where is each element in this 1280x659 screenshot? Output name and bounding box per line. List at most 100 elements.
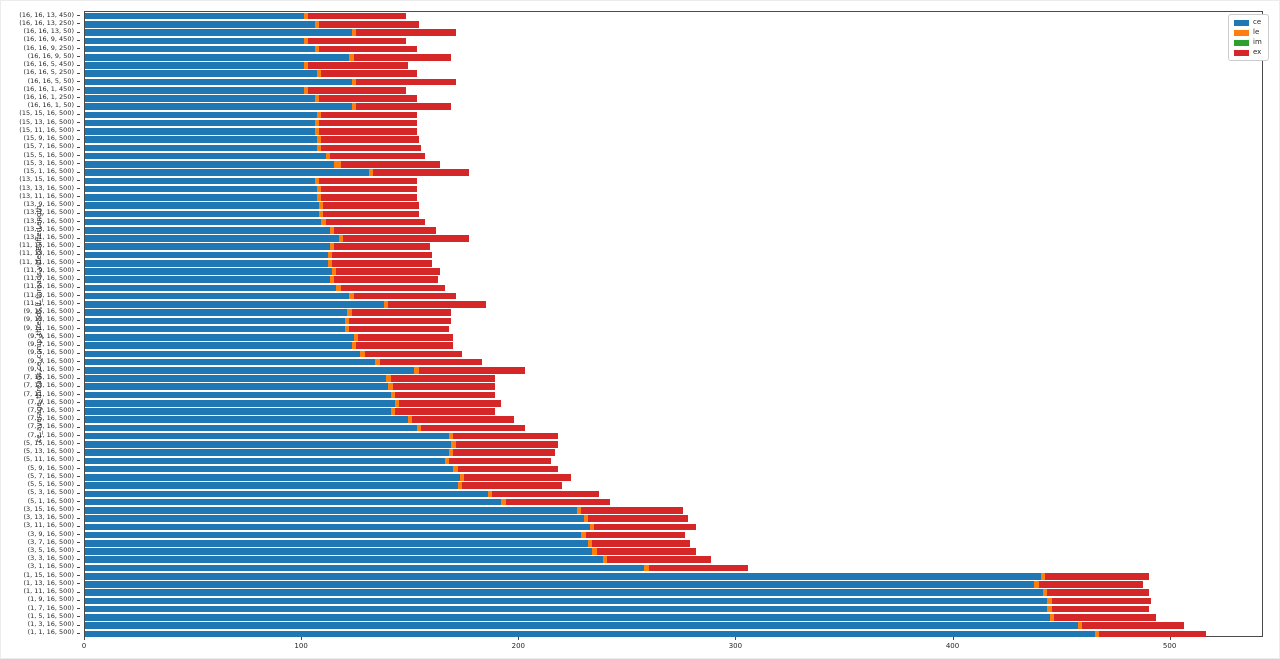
y-tick-mark [77,56,80,58]
bar-row [85,490,1262,498]
bar-segment-ce [85,29,352,36]
y-tick-label: (5, 15, 16, 500) [23,438,74,447]
bar-segment-ce [85,441,452,448]
bar-row [85,523,1262,531]
bar-segment-le [501,498,506,506]
y-tick-mark [77,31,80,33]
bar-segment-ex [358,334,454,341]
y-tick-mark [77,394,80,395]
y-tick-mark [77,188,80,190]
y-tick-mark [77,328,80,330]
y-tick-label: (13, 9, 16, 500) [23,200,74,209]
bar-row [85,161,1262,168]
y-tick-label: (5, 5, 16, 500) [27,480,74,489]
bar-row [85,194,1262,201]
bar-segment-le [488,490,493,498]
bar-segment-ce [85,350,361,358]
bar-segment-ce [85,507,578,514]
bar-row [85,169,1262,176]
bar-segment-ex [453,449,556,456]
y-tick-label: (13, 1, 16, 500) [23,233,74,241]
y-tick-mark [77,550,80,552]
bar-segment-ce [85,449,450,456]
bar-segment-le [644,564,649,572]
bar-segment-ce [85,103,352,110]
bar-segment-ex [334,276,439,283]
bar-row [85,284,1262,292]
bar-row [85,243,1262,251]
bar-segment-le [327,259,333,267]
y-tick-mark [77,377,80,379]
bar-row [85,548,1262,555]
bar-segment-le [314,21,320,28]
bar-segment-ex [1082,622,1184,629]
x-tick-mark [518,637,520,640]
bar-row [85,317,1262,325]
x-tick-mark [952,637,954,640]
legend-entry-ce: ce [1234,19,1262,26]
bar-segment-ce [85,169,369,176]
bar-segment-le [459,474,465,481]
y-tick-label: (1, 13, 16, 500) [23,578,74,587]
y-tick-mark [77,39,80,41]
y-tick-label: (9, 15, 16, 500) [23,307,74,316]
y-tick-label: (16, 16, 13, 450) [19,10,74,19]
bar-segment-ex [336,268,441,275]
bar-segment-ex [418,367,525,374]
bar-segment-ce [85,111,317,119]
bar-segment-ex [355,342,454,349]
bar-segment-ex [334,243,430,251]
bar-segment-le [351,78,356,86]
y-tick-mark [77,591,80,593]
y-tick-label: (7, 3, 16, 500) [27,422,74,431]
bar-segment-ce [85,235,339,242]
y-tick-label: (9, 5, 16, 500) [27,348,74,357]
bar-segment-ex [353,292,456,300]
y-tick-label: (7, 5, 16, 500) [27,414,74,423]
y-tick-label: (11, 7, 16, 500) [23,274,74,283]
y-tick-label: (7, 13, 16, 500) [23,381,74,390]
y-tick-mark [77,632,80,634]
bar-segment-ex [325,218,426,226]
y-tick-mark [77,459,80,461]
y-tick-mark [77,525,80,527]
bar-segment-ce [85,614,1050,621]
bar-row [85,457,1262,465]
bar-segment-le [314,95,320,102]
bar-segment-le [453,465,458,473]
bar-segment-le [316,185,322,193]
bar-segment-le [590,523,595,531]
y-tick-label: (1, 3, 16, 500) [27,620,74,629]
bar-segment-le [351,342,356,349]
y-tick-mark [77,352,80,354]
y-tick-mark [77,311,80,313]
bar-segment-le [386,375,391,382]
y-tick-mark [77,402,80,404]
y-tick-label: (16, 16, 1, 50) [27,101,74,110]
y-tick-label: (16, 16, 5, 50) [27,76,74,85]
bar-row [85,62,1262,69]
bar-segment-ex [1051,605,1150,613]
bar-row [85,119,1262,127]
bar-segment-le [388,383,393,391]
y-tick-label: (16, 16, 1, 250) [23,92,74,101]
bar-row [85,424,1262,432]
bar-segment-ce [85,515,584,522]
bar-segment-ce [85,523,591,531]
bar-segment-ce [85,86,304,94]
bar-segment-ce [85,251,328,259]
y-tick-label: (11, 11, 16, 500) [19,257,74,266]
y-tick-mark [77,476,80,478]
bar-segment-ce [85,185,317,193]
y-tick-label: (15, 5, 16, 500) [23,150,74,159]
plot-area [84,11,1263,638]
bar-segment-ce [85,383,389,391]
legend-label: ex [1253,48,1262,56]
bar-segment-le [583,515,588,522]
y-tick-mark [77,517,80,519]
legend-swatch-ex [1234,49,1249,56]
bar-row [85,507,1262,514]
bar-segment-ce [85,465,454,473]
bar-segment-ex [319,128,417,135]
y-tick-mark [77,171,80,173]
